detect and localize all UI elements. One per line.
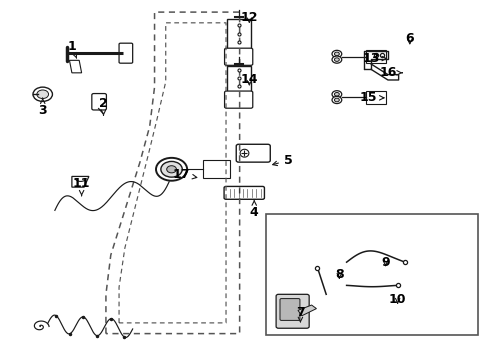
Circle shape xyxy=(334,58,339,62)
FancyBboxPatch shape xyxy=(119,43,132,63)
Circle shape xyxy=(331,50,341,58)
Polygon shape xyxy=(72,176,89,187)
FancyBboxPatch shape xyxy=(224,48,252,65)
Circle shape xyxy=(156,158,187,181)
Text: 7: 7 xyxy=(295,306,304,322)
Polygon shape xyxy=(297,305,316,316)
Text: 8: 8 xyxy=(334,268,343,281)
FancyBboxPatch shape xyxy=(236,144,270,162)
Circle shape xyxy=(334,98,339,102)
FancyBboxPatch shape xyxy=(280,298,299,320)
Polygon shape xyxy=(69,60,81,73)
Circle shape xyxy=(334,52,339,56)
FancyBboxPatch shape xyxy=(92,94,106,110)
Circle shape xyxy=(37,90,48,99)
Text: 16: 16 xyxy=(379,66,401,79)
Circle shape xyxy=(331,96,341,104)
Text: 14: 14 xyxy=(240,73,258,86)
Text: 9: 9 xyxy=(381,256,389,269)
Bar xyxy=(203,160,229,178)
Bar xyxy=(226,66,250,93)
Bar xyxy=(366,91,385,104)
Text: 10: 10 xyxy=(388,293,406,306)
FancyBboxPatch shape xyxy=(276,294,308,328)
FancyBboxPatch shape xyxy=(224,91,252,108)
Text: 2: 2 xyxy=(99,97,108,115)
Text: 13: 13 xyxy=(362,52,386,65)
Bar xyxy=(266,214,477,336)
Circle shape xyxy=(166,166,176,173)
Bar xyxy=(226,19,250,50)
Text: 6: 6 xyxy=(405,32,413,45)
Circle shape xyxy=(33,87,52,102)
Circle shape xyxy=(334,93,339,96)
Text: 15: 15 xyxy=(359,91,383,104)
Bar xyxy=(366,50,385,63)
Text: 4: 4 xyxy=(249,200,258,219)
Circle shape xyxy=(331,91,341,98)
Text: 17: 17 xyxy=(172,168,196,181)
Text: 12: 12 xyxy=(240,11,258,24)
Text: 1: 1 xyxy=(67,40,77,58)
Text: 3: 3 xyxy=(39,98,47,117)
Circle shape xyxy=(331,56,341,63)
Circle shape xyxy=(161,161,182,177)
Text: 11: 11 xyxy=(73,177,90,196)
FancyBboxPatch shape xyxy=(224,186,264,199)
Text: 5: 5 xyxy=(272,154,292,167)
